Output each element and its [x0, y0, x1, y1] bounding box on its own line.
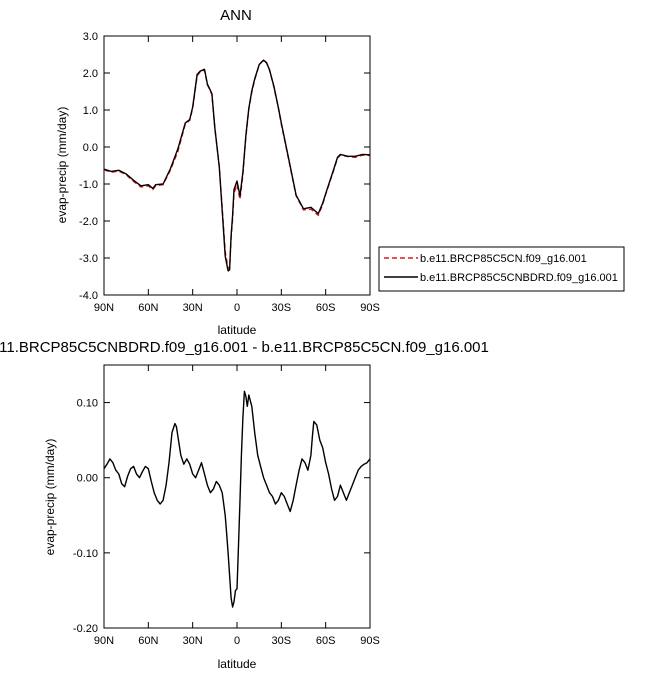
legend: b.e11.BRCP85C5CN.f09_g16.001 b.e11.BRCP8… — [378, 246, 625, 292]
top-series-group — [103, 59, 371, 272]
x-tick-label: 0 — [234, 635, 240, 647]
top-x-axis: 90N 60N 30N 0 30S 60S 90S — [94, 36, 380, 314]
y-tick-label: 0.0 — [83, 142, 98, 154]
bottom-panel: 11.BRCP85C5CNBDRD.f09_g16.001 - b.e11.BR… — [0, 339, 489, 671]
bottom-chart-title: 11.BRCP85C5CNBDRD.f09_g16.001 - b.e11.BR… — [0, 339, 489, 356]
x-tick-label: 90N — [94, 635, 114, 647]
y-tick-label: -3.0 — [79, 253, 98, 265]
x-tick-label: 90S — [360, 635, 380, 647]
y-tick-label: -0.10 — [73, 548, 98, 560]
x-tick-label: 60S — [316, 302, 336, 314]
bottom-y-axis: -0.20 -0.10 0.00 0.10 — [73, 398, 370, 635]
x-tick-label: 30N — [183, 635, 203, 647]
x-tick-label: 60N — [138, 635, 158, 647]
top-y-axis-label: evap-precip (mm/day) — [55, 107, 69, 224]
series-line-1-0 — [103, 390, 371, 608]
y-tick-label: -2.0 — [79, 216, 98, 228]
top-y-axis: -4.0 -3.0 -2.0 -1.0 0.0 1.0 2.0 3.0 — [79, 31, 370, 302]
x-tick-label: 30S — [272, 302, 292, 314]
x-tick-label: 30S — [272, 635, 292, 647]
x-tick-label: 0 — [234, 302, 240, 314]
x-tick-label: 90N — [94, 302, 114, 314]
y-tick-label: -1.0 — [79, 179, 98, 191]
y-tick-label: 0.10 — [77, 398, 98, 410]
series-line-0-1 — [103, 59, 371, 272]
bottom-y-axis-label: evap-precip (mm/day) — [43, 439, 57, 556]
top-chart-title: ANN — [220, 7, 252, 24]
legend-entry-bdrd: b.e11.BRCP85C5CNBDRD.f09_g16.001 — [420, 272, 618, 284]
bottom-x-axis: 90N 60N 30N 0 30S 60S 90S — [94, 365, 380, 647]
y-tick-label: 3.0 — [83, 31, 98, 43]
top-plot-frame — [103, 35, 371, 296]
x-tick-label: 60N — [138, 302, 158, 314]
legend-entry-cn: b.e11.BRCP85C5CN.f09_g16.001 — [420, 253, 587, 265]
y-tick-label: 0.00 — [77, 473, 98, 485]
y-tick-label: -4.0 — [79, 290, 98, 302]
bottom-series-group — [103, 390, 371, 608]
y-tick-label: 2.0 — [83, 68, 98, 80]
x-tick-label: 60S — [316, 635, 336, 647]
x-tick-label: 90S — [360, 302, 380, 314]
y-tick-label: -0.20 — [73, 623, 98, 635]
bottom-x-axis-label: latitude — [218, 657, 257, 671]
y-tick-label: 1.0 — [83, 105, 98, 117]
top-x-axis-label: latitude — [218, 323, 257, 337]
top-panel: ANN -4.0 -3.0 -2.0 -1.0 0.0 1.0 2.0 3.0 90N 60N 3… — [55, 7, 625, 337]
legend-box — [378, 246, 625, 292]
x-tick-label: 30N — [183, 302, 203, 314]
series-line-0-0 — [103, 59, 371, 270]
